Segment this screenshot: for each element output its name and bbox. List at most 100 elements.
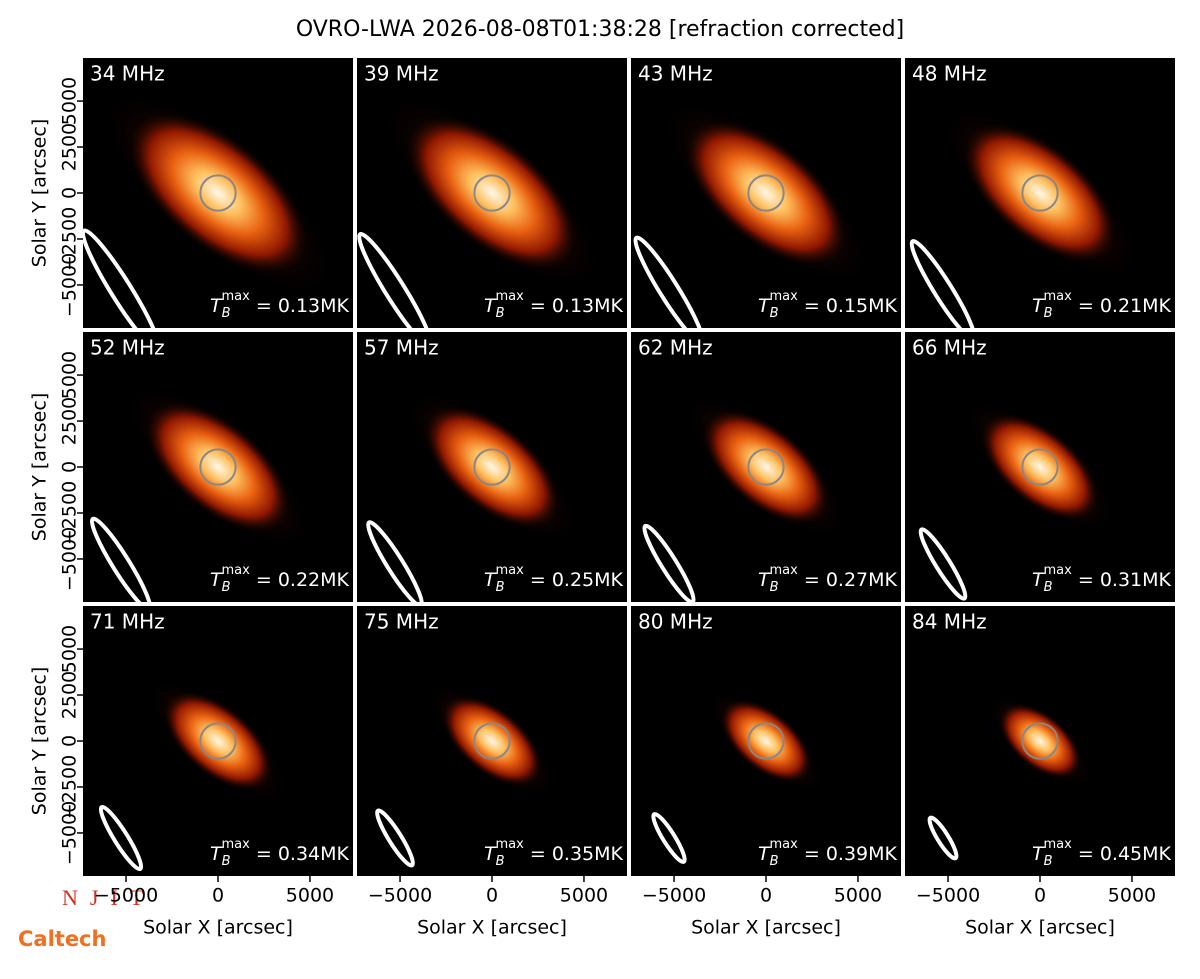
- panel: [357, 58, 627, 328]
- tmax-eq: =: [524, 295, 552, 317]
- beam: [909, 239, 977, 328]
- solar-disk: [1021, 174, 1059, 212]
- tmax-eq: =: [798, 295, 826, 317]
- x-tick-label: −5000: [916, 885, 980, 907]
- freq-label: 48 MHz: [912, 62, 987, 86]
- tmax-sup: max: [222, 563, 251, 578]
- tmax-sup: max: [1044, 563, 1073, 578]
- tmax-eq: =: [1072, 295, 1100, 317]
- y-axis-label: Solar Y [arcsec]: [29, 393, 51, 541]
- tmax-sub: B: [222, 306, 231, 321]
- beam: [366, 520, 424, 602]
- tmax-label: TBmax = 0.13MK: [484, 289, 624, 321]
- panel: [905, 332, 1175, 602]
- y-tick-label: 0: [59, 187, 81, 199]
- tmax-eq: =: [1072, 569, 1100, 591]
- y-tick-label: −5000: [59, 801, 81, 865]
- tmax-symbol: T: [758, 843, 771, 865]
- tmax-sup: max: [1044, 837, 1073, 852]
- tmax-symbol: T: [1032, 569, 1045, 591]
- tmax-symbol: T: [484, 569, 497, 591]
- emission: [998, 702, 1082, 780]
- emission: [162, 690, 274, 792]
- tmax-eq: =: [250, 843, 278, 865]
- freq-label: 66 MHz: [912, 336, 987, 360]
- tmax-sup: max: [770, 837, 799, 852]
- y-axis-label: Solar Y [arcsec]: [29, 667, 51, 815]
- x-tick-label: 0: [1034, 885, 1046, 907]
- tmax-symbol: T: [484, 843, 497, 865]
- tmax-label: TBmax = 0.27MK: [758, 563, 898, 595]
- y-tick-label: 2500: [59, 671, 81, 719]
- emission: [405, 114, 579, 272]
- emission: [980, 412, 1100, 522]
- tmax-eq: =: [250, 569, 278, 591]
- tmax-value: 0.21MK: [1100, 295, 1172, 317]
- panel: [631, 606, 901, 876]
- tmax-symbol: T: [758, 569, 771, 591]
- tmax-label: TBmax = 0.15MK: [758, 289, 898, 321]
- beam: [918, 527, 968, 601]
- tmax-symbol: T: [484, 295, 497, 317]
- x-tick-label: −5000: [368, 885, 432, 907]
- y-tick-label: −5000: [59, 527, 81, 591]
- tmax-symbol: T: [210, 843, 223, 865]
- freq-label: 34 MHz: [90, 62, 165, 86]
- tmax-label: TBmax = 0.31MK: [1032, 563, 1172, 595]
- tmax-sup: max: [1044, 289, 1073, 304]
- tmax-label: TBmax = 0.25MK: [484, 563, 624, 595]
- emission: [701, 408, 831, 526]
- tmax-symbol: T: [1032, 843, 1045, 865]
- emission: [719, 698, 813, 784]
- tmax-sup: max: [222, 289, 251, 304]
- freq-label: 80 MHz: [638, 610, 713, 634]
- x-tick-label: 0: [760, 885, 772, 907]
- beam: [357, 231, 433, 328]
- tmax-label: TBmax = 0.34MK: [210, 837, 350, 869]
- x-tick-label: −5000: [642, 885, 706, 907]
- tmax-value: 0.39MK: [826, 843, 898, 865]
- tmax-eq: =: [524, 569, 552, 591]
- tmax-value: 0.27MK: [826, 569, 898, 591]
- tmax-sub: B: [770, 306, 779, 321]
- x-tick-label: 0: [212, 885, 224, 907]
- y-tick-label: 2500: [59, 123, 81, 171]
- freq-label: 57 MHz: [364, 336, 439, 360]
- panel: [631, 332, 901, 602]
- beam: [633, 235, 705, 328]
- emission: [423, 404, 561, 530]
- y-tick-label: −2500: [58, 481, 80, 545]
- tmax-eq: =: [250, 295, 278, 317]
- logo: NJIT: [62, 885, 155, 910]
- freq-label: 43 MHz: [638, 62, 713, 86]
- beam: [375, 808, 415, 868]
- freq-label: 62 MHz: [638, 336, 713, 360]
- freq-label: 84 MHz: [912, 610, 987, 634]
- beam: [927, 815, 959, 861]
- tmax-sub: B: [770, 854, 779, 869]
- solar-disk: [473, 448, 511, 486]
- tmax-value: 0.25MK: [552, 569, 624, 591]
- tmax-sup: max: [496, 837, 525, 852]
- panel: [83, 606, 353, 876]
- tmax-sub: B: [1044, 854, 1053, 869]
- panel: [905, 58, 1175, 328]
- tmax-label: TBmax = 0.45MK: [1032, 837, 1172, 869]
- tmax-sup: max: [770, 563, 799, 578]
- y-tick-label: 0: [59, 735, 81, 747]
- y-tick-label: 5000: [59, 351, 81, 399]
- freq-label: 39 MHz: [364, 62, 439, 86]
- tmax-sup: max: [496, 563, 525, 578]
- solar-disk: [199, 722, 237, 760]
- panel: [357, 332, 627, 602]
- solar-disk: [199, 448, 237, 486]
- tmax-label: TBmax = 0.39MK: [758, 837, 898, 869]
- panel: [83, 332, 353, 602]
- freq-label: 71 MHz: [90, 610, 165, 634]
- tmax-eq: =: [798, 569, 826, 591]
- x-tick-label: −5000: [94, 885, 158, 907]
- solar-disk: [747, 448, 785, 486]
- emission: [962, 122, 1118, 264]
- emission: [441, 694, 543, 788]
